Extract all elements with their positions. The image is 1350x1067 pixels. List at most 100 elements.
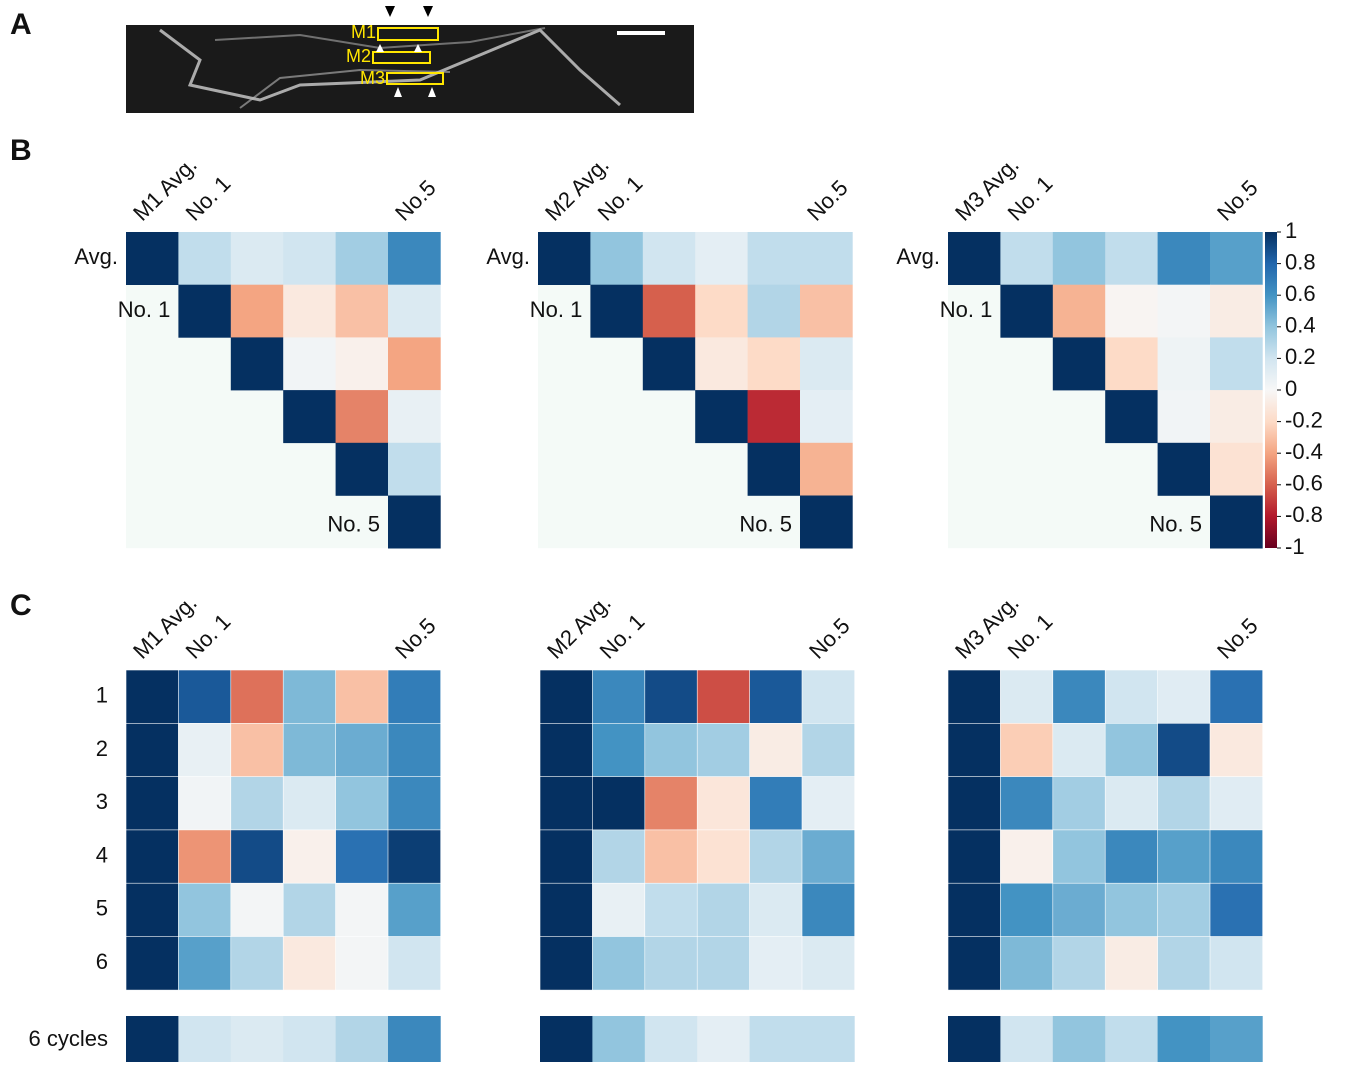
summary-cell bbox=[126, 1016, 179, 1062]
row-label: No. 1 bbox=[118, 297, 171, 322]
column-label: No.5 bbox=[802, 175, 853, 226]
heatmap-cell bbox=[1053, 670, 1106, 724]
heatmap-cell bbox=[231, 883, 284, 937]
heatmap-cell bbox=[1210, 670, 1263, 724]
summary-cell bbox=[336, 1016, 389, 1062]
summary-cell bbox=[592, 1016, 645, 1062]
heatmap-cell bbox=[590, 232, 643, 285]
panel-label: C bbox=[10, 589, 32, 622]
heatmap-cell bbox=[1105, 937, 1158, 991]
heatmap-cell bbox=[336, 830, 389, 884]
heatmap-cell bbox=[1105, 723, 1158, 777]
summary-cell bbox=[178, 1016, 231, 1062]
row-label: No. 1 bbox=[530, 297, 583, 322]
heatmap-cell bbox=[1105, 883, 1158, 937]
heatmap-cell bbox=[1158, 883, 1211, 937]
heatmap-cell bbox=[1210, 937, 1263, 991]
heatmap-cell bbox=[695, 285, 748, 338]
figure: A B C M1 M2 M3 6 cycles 10.80.60.40.20-0… bbox=[0, 0, 1350, 1067]
row-label: No. 5 bbox=[1149, 512, 1202, 537]
heatmap-cell bbox=[336, 285, 389, 338]
heatmap-cell bbox=[388, 496, 441, 549]
summary-label: 6 cycles bbox=[29, 1026, 108, 1051]
summary-cell bbox=[948, 1016, 1001, 1062]
heatmap-cell bbox=[283, 723, 336, 777]
heatmap-cell bbox=[336, 670, 389, 724]
heatmap-cell bbox=[1053, 723, 1106, 777]
column-label: No.5 bbox=[1212, 613, 1263, 664]
heatmap-cell bbox=[1105, 670, 1158, 724]
heatmap-cell bbox=[231, 777, 284, 831]
heatmap-cell bbox=[1210, 390, 1263, 443]
heatmap-cell bbox=[1053, 883, 1106, 937]
heatmap-cell bbox=[592, 883, 645, 937]
colorbar-tick-label: -0.4 bbox=[1285, 439, 1323, 464]
heatmap-cell bbox=[1105, 337, 1158, 390]
heatmap-cell bbox=[948, 670, 1001, 724]
column-label: No.5 bbox=[390, 613, 441, 664]
summary-cell bbox=[1000, 1016, 1053, 1062]
row-label: 3 bbox=[96, 789, 108, 814]
heatmap-cell bbox=[1053, 777, 1106, 831]
heatmap-cell bbox=[697, 937, 750, 991]
heatmap-cell bbox=[126, 937, 179, 991]
heatmap-cell bbox=[388, 723, 441, 777]
heatmap-cell bbox=[802, 777, 855, 831]
summary-cell bbox=[1210, 1016, 1263, 1062]
heatmap-cell bbox=[1210, 496, 1263, 549]
heatmap-cell bbox=[592, 670, 645, 724]
heatmap-cell bbox=[1158, 937, 1211, 991]
heatmap-cell bbox=[643, 232, 696, 285]
colorbar-tick-label: 0 bbox=[1285, 376, 1297, 401]
colorbar-tick-label: 1 bbox=[1285, 218, 1297, 243]
heatmap-cell bbox=[1210, 830, 1263, 884]
summary-cell bbox=[697, 1016, 750, 1062]
heatmap-cell bbox=[336, 443, 389, 496]
heatmap-cell bbox=[1210, 285, 1263, 338]
row-label: 5 bbox=[96, 896, 108, 921]
heatmap-cell bbox=[1210, 337, 1263, 390]
heatmap-cell bbox=[178, 777, 231, 831]
heatmap-cell bbox=[750, 883, 803, 937]
heatmap-cell bbox=[1000, 937, 1053, 991]
row-label: 6 bbox=[96, 949, 108, 974]
colorbar-tick-label: 0.4 bbox=[1285, 313, 1316, 338]
heatmap-cell bbox=[540, 937, 593, 991]
row-label: No. 1 bbox=[940, 297, 993, 322]
heatmap-cell bbox=[1000, 232, 1053, 285]
heatmap-cell bbox=[1000, 830, 1053, 884]
heatmap-cell bbox=[1210, 777, 1263, 831]
heatmap-cell bbox=[645, 777, 698, 831]
heatmap-cell bbox=[1158, 830, 1211, 884]
colorbar-tick-label: -0.6 bbox=[1285, 471, 1323, 496]
heatmap-cell bbox=[388, 883, 441, 937]
heatmap-cell bbox=[1000, 285, 1053, 338]
heatmap-cell bbox=[802, 670, 855, 724]
heatmap-cell bbox=[231, 232, 284, 285]
colorbar bbox=[1265, 232, 1277, 548]
colorbar-tick-label: 0.8 bbox=[1285, 249, 1316, 274]
heatmap-cell bbox=[645, 830, 698, 884]
heatmap-cell bbox=[1210, 723, 1263, 777]
heatmap-cell bbox=[748, 337, 801, 390]
heatmap-cell bbox=[1105, 777, 1158, 831]
heatmap-cell bbox=[126, 232, 179, 285]
heatmap-cell bbox=[1158, 777, 1211, 831]
heatmap-cell bbox=[336, 937, 389, 991]
heatmap-cell bbox=[388, 777, 441, 831]
row-label: No. 5 bbox=[327, 512, 380, 537]
summary-cell bbox=[802, 1016, 855, 1062]
heatmap-cell bbox=[948, 937, 1001, 991]
heatmap-cell bbox=[800, 337, 853, 390]
colorbar-tick-label: -0.8 bbox=[1285, 502, 1323, 527]
heatmap-cell bbox=[1105, 830, 1158, 884]
heatmap-cell bbox=[1210, 883, 1263, 937]
column-label: No.5 bbox=[804, 613, 855, 664]
heatmap-cell bbox=[1158, 285, 1211, 338]
heatmap-cell bbox=[645, 883, 698, 937]
heatmap-cell bbox=[802, 883, 855, 937]
heatmap-cell bbox=[695, 337, 748, 390]
heatmap-cell bbox=[948, 232, 1001, 285]
heatmap-cell bbox=[750, 723, 803, 777]
heatmap-cell bbox=[1000, 670, 1053, 724]
